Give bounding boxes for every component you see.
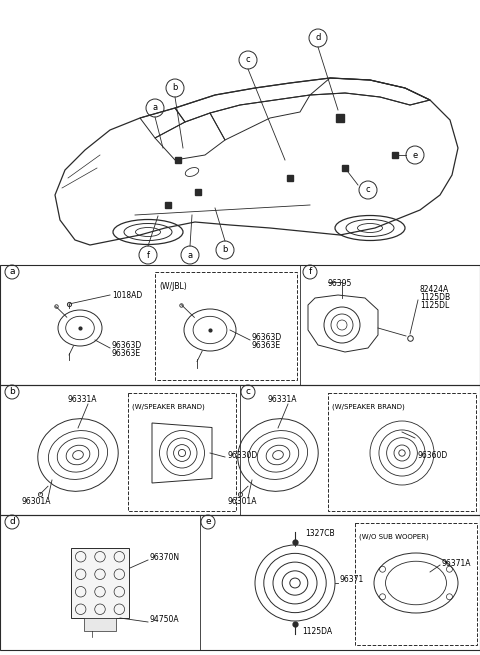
Text: b: b (9, 388, 15, 396)
Text: 96301A: 96301A (228, 498, 257, 506)
Text: 96363D: 96363D (112, 341, 142, 350)
Text: 96370N: 96370N (150, 553, 180, 563)
Text: 1125DA: 1125DA (302, 627, 332, 637)
Text: 96371A: 96371A (442, 559, 471, 567)
Text: 96363D: 96363D (252, 333, 282, 341)
Text: c: c (366, 185, 370, 195)
Text: (W/SPEAKER BRAND): (W/SPEAKER BRAND) (332, 403, 405, 409)
Text: 96371: 96371 (340, 576, 364, 584)
Text: 96395: 96395 (328, 278, 352, 288)
Text: 96331A: 96331A (268, 396, 298, 405)
Text: 96363E: 96363E (252, 341, 281, 350)
Text: b: b (172, 83, 178, 92)
Text: c: c (246, 56, 250, 64)
Text: d: d (9, 517, 15, 527)
Bar (128, 393, 236, 511)
Text: 94750A: 94750A (150, 616, 180, 624)
Bar (0, 515, 480, 650)
Text: f: f (308, 267, 312, 276)
Text: a: a (187, 250, 192, 259)
Text: 1125DB: 1125DB (420, 293, 450, 303)
Bar (0, 385, 480, 515)
Text: 82424A: 82424A (420, 286, 449, 295)
Text: 96301A: 96301A (22, 498, 51, 506)
Text: d: d (315, 33, 321, 43)
Text: a: a (9, 267, 15, 276)
Text: e: e (205, 517, 211, 527)
Text: 1327CB: 1327CB (305, 529, 335, 538)
Bar (84, 618, 116, 631)
Text: (W/SPEAKER BRAND): (W/SPEAKER BRAND) (132, 403, 205, 409)
Text: 1125DL: 1125DL (420, 301, 449, 310)
Text: 1018AD: 1018AD (112, 291, 142, 299)
Bar (355, 523, 477, 645)
Bar (328, 393, 476, 511)
Text: b: b (222, 246, 228, 255)
Text: (W/O SUB WOOPER): (W/O SUB WOOPER) (359, 533, 429, 540)
Text: 96363E: 96363E (112, 348, 141, 358)
Text: 96331A: 96331A (68, 396, 97, 405)
Text: f: f (146, 250, 149, 259)
Text: 96330D: 96330D (227, 451, 257, 460)
Text: c: c (245, 388, 251, 396)
Text: 96360D: 96360D (418, 451, 448, 460)
Text: (W/JBL): (W/JBL) (159, 282, 187, 291)
Text: a: a (153, 103, 157, 113)
Bar (0, 265, 480, 385)
Text: e: e (412, 151, 418, 160)
Bar (71, 548, 129, 618)
Bar (155, 272, 297, 380)
